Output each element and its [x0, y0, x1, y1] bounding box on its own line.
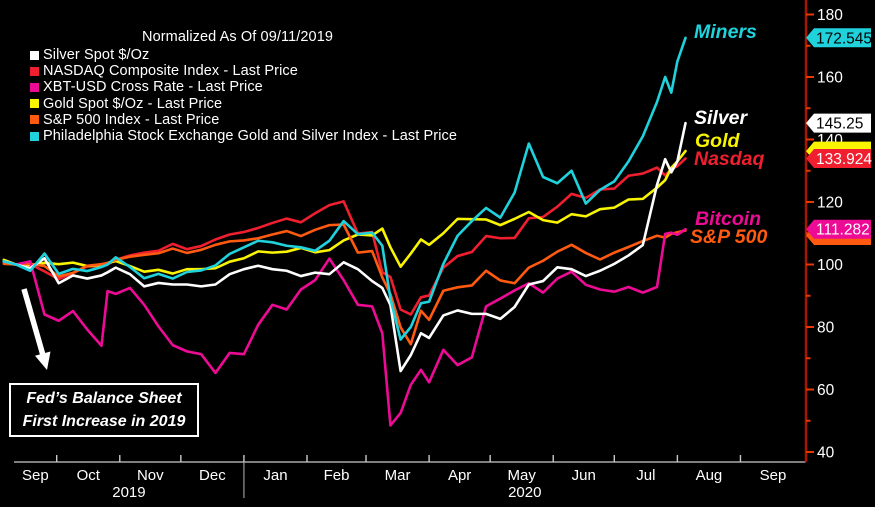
series-label-nasdaq: Nasdaq: [694, 148, 765, 170]
annotation-line-1: Fed’s Balance Sheet: [26, 390, 182, 407]
legend-item: XBT-USD Cross Rate - Last Price: [30, 79, 457, 95]
month-label: Nov: [137, 467, 164, 484]
chart-legend: Silver Spot $/Oz NASDAQ Composite Index …: [30, 47, 457, 144]
legend-item: Gold Spot $/Oz - Last Price: [30, 96, 457, 112]
month-label: Sep: [22, 467, 49, 484]
month-label: Jan: [263, 467, 287, 484]
legend-swatch: [30, 82, 39, 92]
legend-label: Philadelphia Stock Exchange Gold and Sil…: [43, 128, 458, 145]
series-label-bitcoin: Bitcoin: [695, 208, 761, 230]
y-tick-label: 180: [817, 7, 843, 24]
y-tick-label: 60: [817, 382, 835, 399]
annotation-arrowhead: [35, 351, 51, 370]
year-label: 2019: [112, 484, 145, 501]
price-tag-label-bitcoin: 111.282: [816, 222, 870, 239]
month-label: Apr: [448, 467, 471, 484]
legend-swatch: [30, 115, 39, 125]
legend-item: Silver Spot $/Oz: [30, 47, 457, 63]
series-label-miners: Miners: [694, 21, 757, 43]
series-line-sp500: [2, 223, 687, 346]
price-tag-label-nasdaq: 133.924: [816, 151, 872, 168]
month-label: Feb: [324, 467, 350, 484]
legend-swatch: [30, 50, 39, 60]
legend-item: NASDAQ Composite Index - Last Price: [30, 63, 457, 79]
series-line-silver: [2, 121, 687, 373]
y-tick-label: 100: [817, 257, 843, 274]
legend-swatch: [30, 99, 39, 109]
series-line-miners: [2, 36, 687, 341]
legend-label: Gold Spot $/Oz - Last Price: [43, 95, 223, 112]
annotation-box: Fed’s Balance Sheet First Increase in 20…: [9, 383, 199, 437]
month-label: Jul: [636, 467, 655, 484]
legend-swatch: [30, 66, 39, 76]
price-tag-miners: [806, 28, 871, 48]
legend-swatch: [30, 131, 39, 141]
price-tag-label-silver: 145.25: [816, 116, 863, 133]
price-tag-silver: [806, 113, 871, 133]
month-label: Mar: [385, 467, 411, 484]
price-tag-label-miners: 172.545: [816, 30, 872, 47]
annotation-line-2: First Increase in 2019: [22, 413, 186, 430]
series-label-sp500: S&P 500: [690, 226, 767, 248]
month-label: Jun: [572, 467, 596, 484]
annotation-arrow: [21, 288, 47, 358]
legend-label: Silver Spot $/Oz: [43, 47, 150, 64]
y-tick-label: 80: [817, 320, 835, 337]
series-line-nasdaq: [2, 157, 687, 316]
series-line-bitcoin: [2, 227, 687, 427]
month-label: Dec: [199, 467, 226, 484]
y-tick-label: 160: [817, 70, 843, 87]
y-tick-label: 120: [817, 195, 843, 212]
legend-label: S&P 500 Index - Last Price: [43, 111, 220, 128]
legend-label: XBT-USD Cross Rate - Last Price: [43, 79, 263, 96]
month-label: May: [508, 467, 537, 484]
year-label: 2020: [508, 484, 541, 501]
price-tag-nasdaq: [806, 148, 871, 168]
price-tag-bitcoin: [806, 219, 871, 239]
y-tick-label: 40: [817, 445, 835, 462]
month-label: Oct: [77, 467, 101, 484]
series-label-gold: Gold: [695, 130, 740, 152]
month-label: Sep: [760, 467, 787, 484]
series-label-silver: Silver: [694, 107, 749, 129]
legend-item: Philadelphia Stock Exchange Gold and Sil…: [30, 128, 457, 144]
legend-label: NASDAQ Composite Index - Last Price: [43, 63, 298, 80]
month-label: Aug: [696, 467, 723, 484]
legend-item: S&P 500 Index - Last Price: [30, 112, 457, 128]
chart-title: Normalized As Of 09/11/2019: [142, 29, 334, 45]
series-line-gold: [2, 149, 687, 275]
